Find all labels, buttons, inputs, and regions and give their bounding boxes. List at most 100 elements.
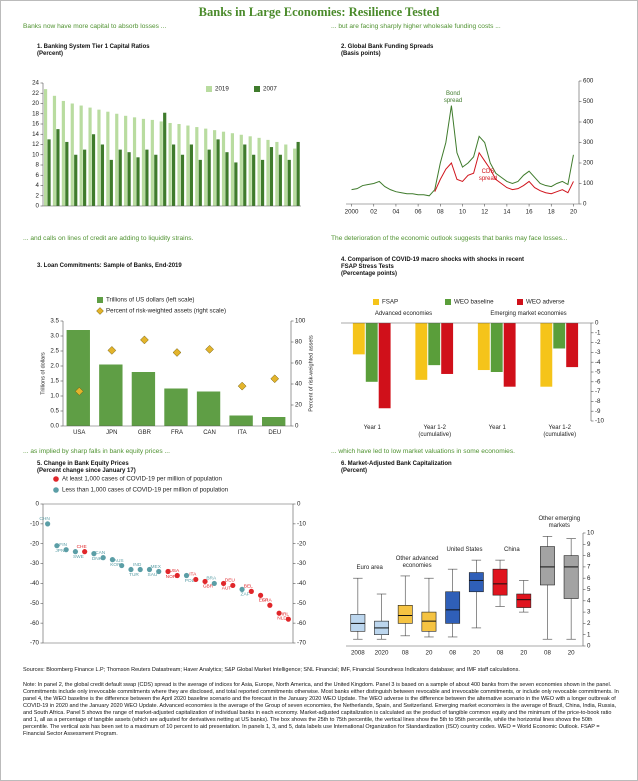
legend-swatch xyxy=(373,299,379,305)
y-tick-label: -40 xyxy=(30,580,40,587)
diamond-marker xyxy=(237,381,247,391)
legend-swatch xyxy=(53,476,59,482)
bar xyxy=(127,152,131,206)
x-tick-label: 08 xyxy=(449,650,456,657)
point xyxy=(119,562,125,569)
bar xyxy=(47,139,51,206)
y-tick-label: 1 xyxy=(587,631,591,638)
y-tick-label: 16 xyxy=(32,121,39,128)
y-tick-label: -30 xyxy=(297,560,307,567)
group-label: Other emerging markets xyxy=(538,516,581,530)
line-series xyxy=(434,151,574,195)
x-tick-label: 20 xyxy=(473,650,480,657)
bar xyxy=(196,391,221,426)
caption: ... but are facing sharply higher wholes… xyxy=(331,23,501,30)
point-label: GBR xyxy=(203,584,214,590)
y-tick-label: 10 xyxy=(587,530,594,537)
bar xyxy=(118,149,122,206)
bar xyxy=(213,130,217,206)
bar xyxy=(154,154,158,206)
group-label: Other advanced economies xyxy=(395,555,439,569)
chart-subtitle: (Percent change since January 17) xyxy=(37,468,136,475)
x-tick-label: 08 xyxy=(544,650,551,657)
x-tick-label: 02 xyxy=(370,209,377,216)
bar xyxy=(91,134,96,206)
bar xyxy=(415,323,428,380)
x-tick-label: 2020 xyxy=(375,650,389,657)
box xyxy=(492,568,508,596)
group-label: Advanced economies xyxy=(374,311,433,317)
point-label: JPN xyxy=(55,548,65,554)
box xyxy=(563,555,579,599)
bar xyxy=(278,154,282,206)
bar xyxy=(180,154,185,206)
y-tick-label: -30 xyxy=(30,560,40,567)
chart-title: 2. Global Bank Funding Spreads xyxy=(341,44,434,50)
bar xyxy=(115,113,119,206)
x-tick-label: 18 xyxy=(548,209,555,216)
diamond-marker xyxy=(205,344,214,354)
x-tick-label: USA xyxy=(73,430,86,436)
y-tick-label: 0 xyxy=(36,501,40,508)
y-tick-label: 600 xyxy=(583,78,594,85)
point-label: BEL xyxy=(244,584,253,590)
bar xyxy=(293,148,297,206)
y-tick-label: 8 xyxy=(36,162,40,169)
y-tick-label: -3 xyxy=(595,349,601,356)
point xyxy=(165,568,171,575)
bar xyxy=(503,323,516,387)
point xyxy=(276,610,282,616)
x-tick-label: Year 1-2 (cumulative) xyxy=(543,425,577,438)
y-tick-label: 80 xyxy=(295,339,302,346)
legend-label: Percent of risk-weighted assets (right s… xyxy=(106,308,226,315)
point-label: SAU xyxy=(148,572,158,578)
y-tick-label: -60 xyxy=(30,620,40,627)
x-tick-label: 14 xyxy=(503,209,510,216)
point-label: KOR xyxy=(110,562,121,568)
x-tick-label: CAN xyxy=(203,430,216,436)
point xyxy=(239,586,245,592)
bar xyxy=(164,388,188,426)
legend-swatch xyxy=(97,297,103,303)
y-tick-label: -50 xyxy=(297,600,307,607)
bar xyxy=(269,147,274,206)
point xyxy=(45,521,51,527)
y-tick-label: -2 xyxy=(595,339,601,346)
point xyxy=(230,582,236,589)
bar xyxy=(131,372,156,426)
y2-axis-title: Percent of risk-weighted assets xyxy=(308,335,314,412)
legend-swatch xyxy=(254,86,260,92)
bar xyxy=(260,159,265,206)
y-tick-label: 9 xyxy=(587,541,591,548)
point xyxy=(202,578,208,585)
y-tick-label: 300 xyxy=(583,139,594,146)
bar xyxy=(159,121,163,206)
y-tick-label: 2 xyxy=(36,192,40,199)
bar xyxy=(132,117,137,206)
chart-subtitle: (Percent) xyxy=(37,51,64,58)
bar xyxy=(204,128,208,206)
page-title: Banks in Large Economies: Resilience Tes… xyxy=(198,5,440,19)
point xyxy=(183,572,190,579)
point-label: FIN xyxy=(59,542,67,548)
y-tick-label: 500 xyxy=(583,98,594,105)
caption: ... as implied by sharp falls in bank eq… xyxy=(23,448,170,455)
bar xyxy=(275,141,279,206)
box xyxy=(540,546,555,586)
chart-subtitle: (Percentage points) xyxy=(341,271,398,278)
chart-title: 4. Comparison of COVID-19 macro shocks w… xyxy=(341,257,525,271)
y-tick-label: 1.5 xyxy=(50,378,59,385)
bar xyxy=(441,323,454,374)
bar xyxy=(56,129,60,206)
chart-title: 3. Loan Commitments: Sample of Banks, En… xyxy=(37,263,182,269)
legend-swatch xyxy=(445,299,451,305)
y-tick-label: 0 xyxy=(583,201,587,208)
bar xyxy=(365,323,378,382)
y-tick-label: 4 xyxy=(36,182,40,189)
bar xyxy=(428,323,441,366)
y-tick-label: 22 xyxy=(32,90,39,97)
point xyxy=(91,551,97,557)
point xyxy=(137,566,143,573)
bar xyxy=(141,118,146,206)
